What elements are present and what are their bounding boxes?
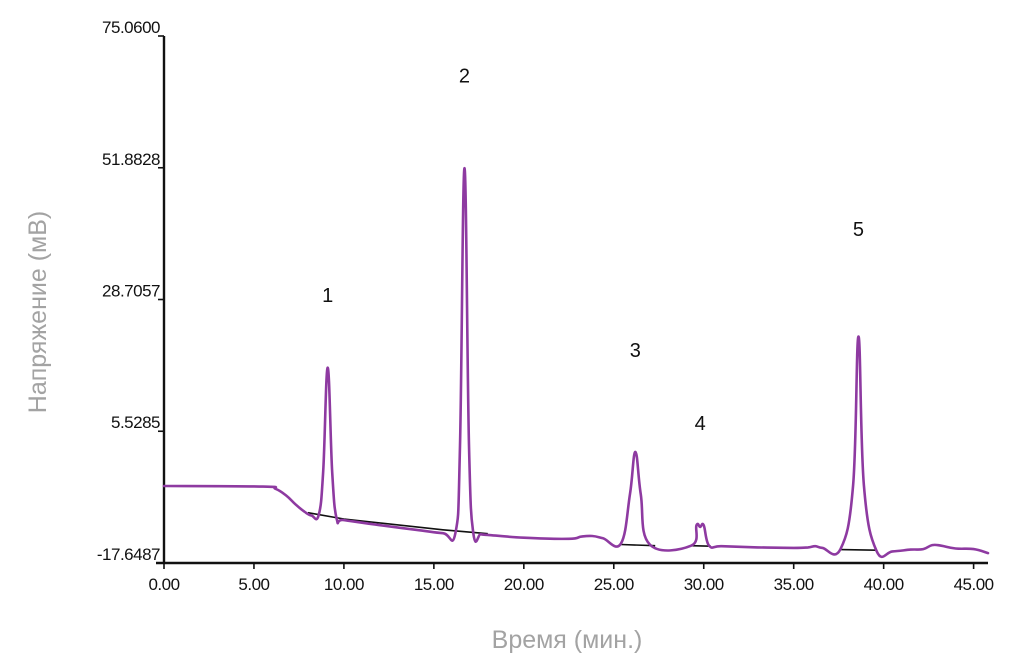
- y-tick-label: 51.8828: [102, 150, 160, 169]
- baseline-segment: [840, 548, 877, 551]
- tick-labels: 0.00 5.00 10.00 15.00 20.00 25.00 30.00 35.00 40…: [97, 18, 994, 594]
- signal-line: [162, 166, 990, 559]
- y-tick-label: -17.6487: [97, 545, 160, 564]
- baseline-segment: [691, 544, 711, 547]
- x-tick-label: 35.00: [774, 575, 814, 594]
- x-tick-label: 45.00: [954, 575, 994, 594]
- x-tick-label: 15.00: [414, 575, 454, 594]
- x-tick-label: 25.00: [594, 575, 634, 594]
- tick-marks: [158, 35, 975, 569]
- x-tick-label: 30.00: [684, 575, 724, 594]
- baseline-segment: [307, 511, 488, 535]
- x-axis-title: Время (мин.): [492, 626, 643, 654]
- x-tick-label: 5.00: [238, 575, 269, 594]
- peak-label: 1: [322, 285, 333, 307]
- x-tick-label: 0.00: [148, 575, 179, 594]
- y-tick-label: 5.5285: [111, 413, 160, 432]
- x-tick-label: 40.00: [864, 575, 904, 594]
- peak-label: 5: [853, 219, 864, 241]
- peak-label: 3: [630, 340, 641, 362]
- baseline-lines: [307, 511, 877, 551]
- x-tick-label: 20.00: [504, 575, 544, 594]
- peak-labels: 1 2 3 4 5: [322, 66, 864, 435]
- peak-label: 2: [459, 66, 470, 88]
- y-tick-label: 28.7057: [102, 281, 160, 300]
- y-axis-title: Напряжение (мВ): [24, 211, 52, 413]
- x-tick-label: 10.00: [324, 575, 364, 594]
- y-tick-label: 75.0600: [102, 18, 160, 37]
- peak-label: 4: [695, 413, 706, 435]
